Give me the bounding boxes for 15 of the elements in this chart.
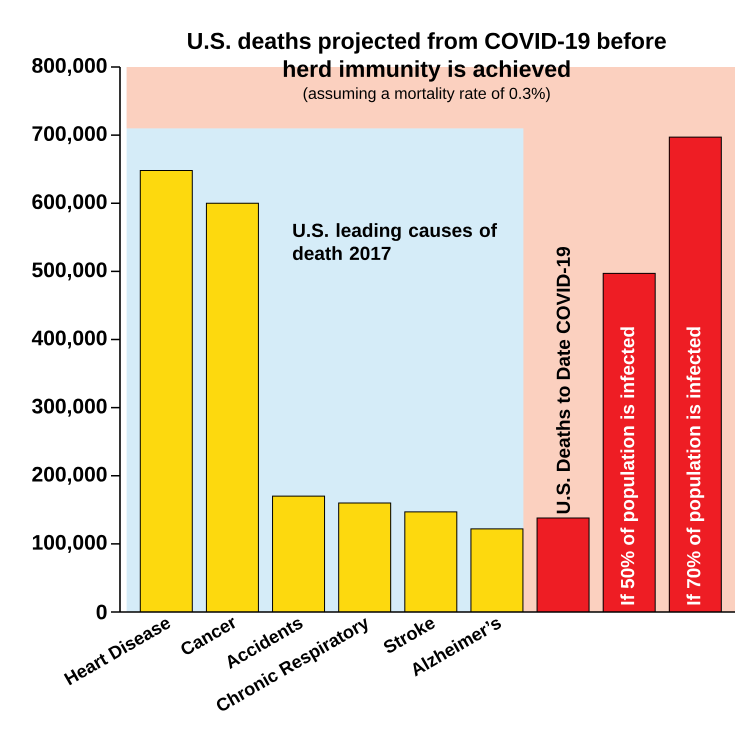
y-tick-label: 0 (96, 604, 107, 620)
y-tick-label: 300,000 (32, 398, 107, 417)
text: (assuming a mortality rate of 0.3%) (304, 87, 550, 102)
y-tick-label: 500,000 (32, 262, 107, 280)
y-tick-label: 400,000 (32, 330, 107, 348)
y-tick-label: 100,000 (32, 534, 107, 553)
chart-title: U.S. deaths projected from COVID-19 before herd immunity is achieved (188, 32, 666, 82)
y-tick-label: 200,000 (32, 466, 107, 485)
y-tick-label: 700,000 (32, 126, 107, 144)
x-tick-label: If 50% of population is infected (620, 327, 638, 604)
x-tick-label: U.S. Deaths to Date COVID-19 (556, 247, 570, 514)
series-label: U.S. leading causes of death 2017 (292, 223, 498, 260)
y-tick-label: 800,000 (32, 58, 107, 76)
y-tick-label: 600,000 (32, 194, 107, 212)
x-tick-label: If 70% of population is infected (686, 327, 704, 604)
